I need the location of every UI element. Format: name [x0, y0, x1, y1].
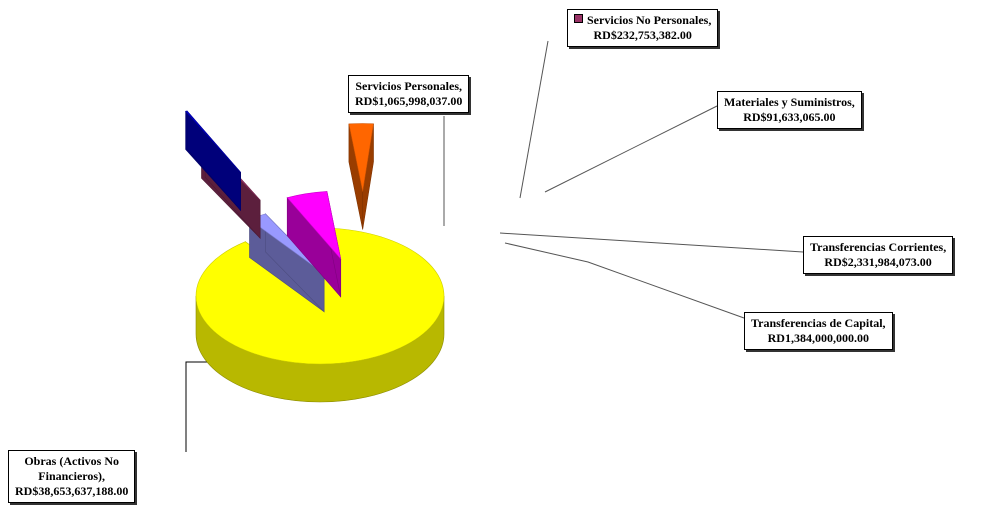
leader-line-5 — [504, 242, 745, 319]
label-value: RD1,384,000,000.00 — [767, 331, 869, 345]
pie-slice — [248, 213, 325, 313]
leader-line-4 — [499, 232, 804, 253]
pie-slice — [185, 110, 241, 212]
leader-line-2 — [519, 40, 549, 199]
pie-slice — [348, 123, 374, 230]
label-name: Obras (Activos No — [24, 454, 119, 468]
label-value: RD$2,331,984,073.00 — [824, 255, 932, 269]
leader-line-3 — [544, 105, 718, 193]
label-name: Transferencias de Capital, — [751, 316, 886, 330]
label-transferencias-corrientes: Transferencias Corrientes, RD$2,331,984,… — [803, 236, 954, 274]
pie-slice — [286, 191, 342, 298]
label-servicios-personales: Servicios Personales, RD$1,065,998,037.0… — [348, 75, 470, 113]
label-value: RD$38,653,637,188.00 — [15, 484, 129, 498]
leader-line-obras — [185, 361, 213, 452]
label-name: Servicios No Personales, — [574, 13, 711, 28]
label-transferencias-de-capital: Transferencias de Capital, RD1,384,000,0… — [744, 312, 893, 350]
label-servicios-no-personales: Servicios No Personales, RD$232,753,382.… — [567, 9, 719, 47]
label-name: Servicios Personales, — [355, 79, 462, 93]
label-name-text: Servicios No Personales, — [587, 13, 712, 27]
label-obras: Obras (Activos No Financieros), RD$38,65… — [8, 450, 136, 503]
label-value: RD$232,753,382.00 — [593, 28, 692, 42]
label-value: RD$91,633,065.00 — [743, 110, 836, 124]
label-materiales-y-suministros: Materiales y Suministros, RD$91,633,065.… — [717, 91, 862, 129]
label-value: RD$1,065,998,037.00 — [355, 94, 463, 108]
legend-swatch-icon — [574, 14, 583, 23]
label-name: Materiales y Suministros, — [724, 95, 855, 109]
label-name-line2: Financieros), — [38, 469, 106, 483]
label-name: Transferencias Corrientes, — [810, 240, 947, 254]
